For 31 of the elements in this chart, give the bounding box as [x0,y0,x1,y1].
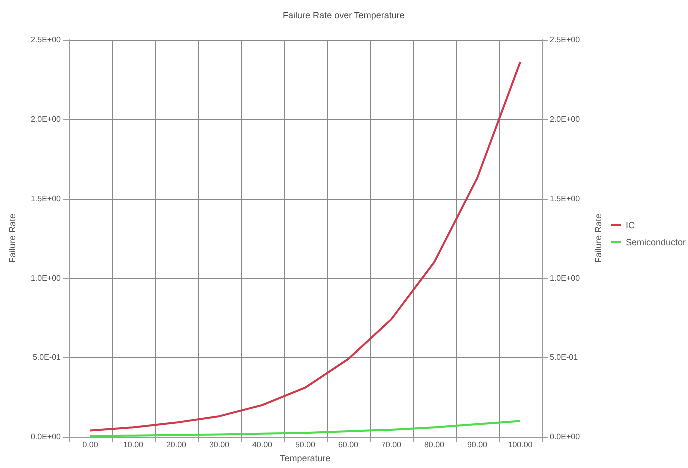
y-tick-label: 2.5E+00 [30,36,62,44]
y-tick-label: 1.0E+00 [30,274,62,283]
y-tick-label: 1.5E+00 [30,194,62,204]
y-axis-title: Failure Rate [8,214,18,264]
y-tick-label: 5.0E-01 [32,353,62,362]
legend-label: IC [626,220,636,230]
x-tick-label: 90.00 [467,440,488,450]
y2-axis-title: Failure Rate [594,214,604,264]
y-tick-label: 0.0E+00 [30,432,62,442]
x-tick-label: 60.00 [338,440,360,450]
x-tick-label: 80.00 [424,440,446,450]
y-tick-label: 2.0E+00 [30,114,62,124]
legend-label: Semiconductor [626,238,686,248]
x-tick-label: 50.00 [295,440,316,450]
chart-title: Failure Rate over Temperature [283,10,405,20]
y2-tick-label: 0.0E+00 [550,432,581,442]
line-series [90,61,522,432]
x-tick-label: 0.00 [82,440,99,450]
x-tick-label: 30.00 [209,440,230,450]
x-tick-label: 40.00 [252,440,274,450]
y2-tick-label: 1.0E+00 [550,274,581,283]
x-tick-label: 10.00 [123,440,144,450]
x-axis-title: Temperature [280,454,331,464]
y2-tick-label: 1.5E+00 [550,194,581,204]
y2-tick-label: 2.0E+00 [550,114,581,124]
y2-tick-label: 2.5E+00 [550,36,581,44]
x-tick-label: 20.00 [166,440,188,450]
line-series [90,420,522,438]
x-tick-label: 70.00 [381,440,402,450]
y2-tick-label: 5.0E-01 [550,353,579,362]
x-tick-label: 100.00 [508,440,534,450]
